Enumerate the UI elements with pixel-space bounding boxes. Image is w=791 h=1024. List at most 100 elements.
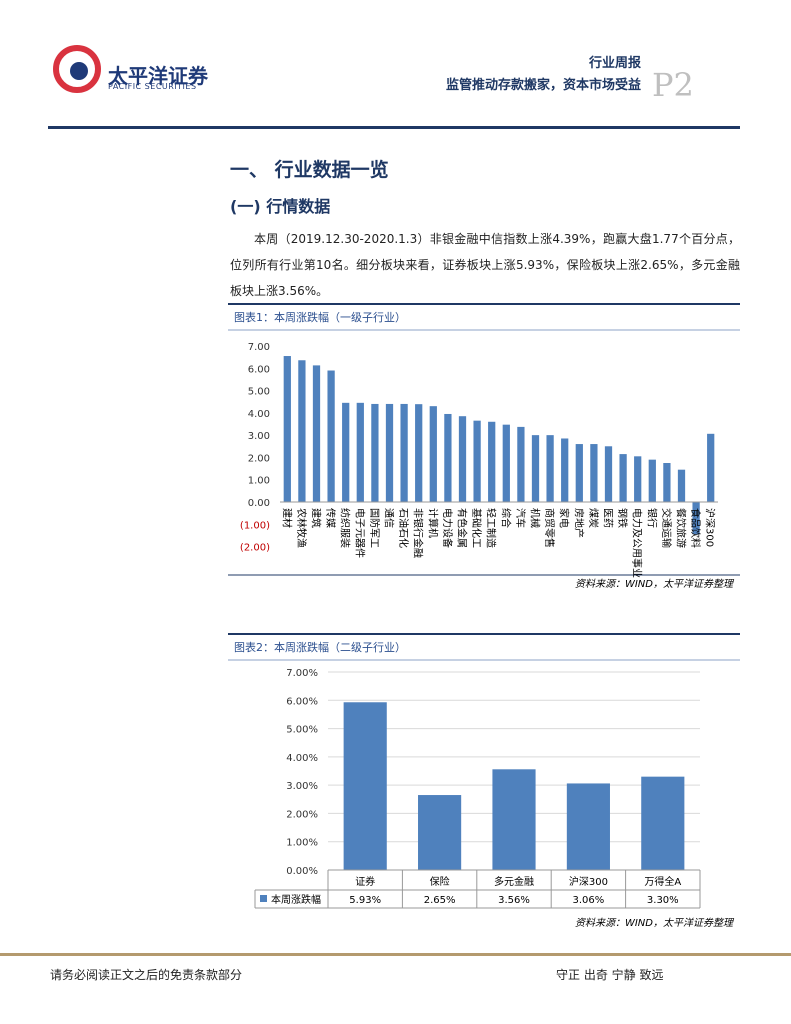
bar [546,435,554,502]
x-tick-label: 非银行金融 [412,508,425,558]
logo-ring [53,45,101,93]
x-tick-label: 石油石化 [397,508,410,548]
bar [517,426,525,502]
x-tick-label: 综合 [499,508,512,528]
bar [473,420,481,502]
y-tick-label: 1.00 [248,476,270,487]
x-tick-label: 机械 [529,508,542,528]
bar [663,463,671,502]
chart-1: 图表1：本周涨跌幅（一级子行业） 资料来源：WIND，太平洋证券整理 (2.00) (… [228,303,740,590]
bar [707,433,715,502]
header-rule [48,126,740,129]
bar [444,413,452,502]
x-tick-label: 交通运输 [660,508,673,548]
x-tick-label: 沪深300 [704,508,717,547]
section-title: 一、 行业数据一览 [230,159,389,181]
x-tick-label: 多元金融 [494,875,534,888]
bar [327,370,335,502]
page-number: P2 [652,66,694,104]
body-paragraph: 本周（2019.12.30-2020.1.3）非银金融中信指数上涨4.39%，跑… [230,232,740,298]
x-tick-label: 计算机 [426,508,439,538]
y-tick-label: 5.00% [286,725,318,736]
x-tick-label: 万得全A [644,875,681,888]
subsection-title: (一) 行情数据 [230,197,331,216]
y-tick-label: 1.00% [286,838,318,849]
y-tick-label: 0.00 [248,498,270,509]
bar [488,421,496,502]
x-tick-label: 国防军工 [368,508,381,548]
x-tick-label: 汽车 [514,508,527,528]
y-tick-label: (2.00) [240,543,270,554]
x-tick-label: 保险 [430,875,450,888]
x-tick-label: 家电 [558,508,571,528]
bar [415,404,423,502]
y-tick-label: 0.00% [286,866,318,877]
x-tick-label: 餐饮旅游 [675,508,688,548]
chart-source: 资料来源：WIND，太平洋证券整理 [575,578,735,590]
y-tick-label: 5.00 [248,387,270,398]
bar [492,769,536,870]
data-label: 3.30% [647,895,679,906]
x-tick-label: 医药 [602,508,614,528]
y-tick-label: 6.00 [248,364,270,375]
footer-disclaimer: 请务必阅读正文之后的免责条款部分 [50,968,243,982]
footer-motto: 守正 出奇 宁静 致远 [556,968,664,982]
x-tick-label: 建筑 [310,508,323,528]
legend-label: 本周涨跌幅 [271,893,321,906]
bar [343,702,387,870]
x-tick-label: 电子元器件 [353,508,366,558]
chart-title: 图表2：本周涨跌幅（二级子行业） [234,640,406,654]
y-tick-label: 4.00% [286,753,318,764]
bar [566,783,610,870]
y-tick-label: 2.00 [248,453,270,464]
logo-icon [53,45,101,93]
y-tick-label: 7.00% [286,668,318,679]
bar [619,454,627,502]
bar [634,456,642,502]
x-tick-label: 电力及公用事业 [631,508,644,578]
chart-source: 资料来源：WIND，太平洋证券整理 [575,917,735,929]
x-tick-label: 银行 [645,508,658,528]
chart-title: 图表1：本周涨跌幅（一级子行业） [234,310,406,324]
x-tick-label: 轻工制造 [485,508,498,548]
x-tick-label: 沪深300 [569,875,608,888]
x-tick-label: 证券 [355,875,375,888]
x-tick-label: 基础化工 [470,508,483,548]
bar [575,444,583,502]
report-type: 行业周报 [588,56,641,71]
x-tick-label: 纺织服装 [339,508,352,548]
x-tick-label: 钢铁 [616,508,629,528]
x-tick-label: 房地产 [572,508,585,538]
bar [692,502,700,535]
bar [356,402,364,502]
chart-2: 图表2：本周涨跌幅（二级子行业） 资料来源：WIND，太平洋证券整理 0.00% 1.… [228,633,740,929]
bar [590,444,598,502]
y-tick-label: 2.00% [286,809,318,820]
bar [429,406,437,502]
x-tick-label: 有色金属 [456,508,469,548]
bar [561,438,569,502]
data-label: 3.56% [498,895,530,906]
bar [400,403,408,502]
y-tick-label: 7.00 [248,342,270,353]
y-tick-label: 6.00% [286,696,318,707]
bar [458,416,467,502]
x-tick-label: 通信 [383,508,395,528]
report-title: 监管推动存款搬家，资本市场受益 [445,78,641,93]
bar [648,459,656,502]
x-tick-label: 农林牧渔 [295,508,308,548]
bar [531,435,540,502]
x-tick-label: 食品饮料 [689,508,702,548]
bar [298,360,306,502]
legend-swatch [260,895,267,902]
x-tick-label: 建材 [280,508,293,528]
bar [312,365,321,502]
y-tick-label: 4.00 [248,409,270,420]
logo-cn: 太平洋证券 [108,64,208,88]
bar [502,424,510,502]
data-label: 3.06% [573,895,605,906]
logo-en: PACIFIC SECURITIES [108,82,197,91]
x-tick-label: 电力设备 [441,508,454,548]
